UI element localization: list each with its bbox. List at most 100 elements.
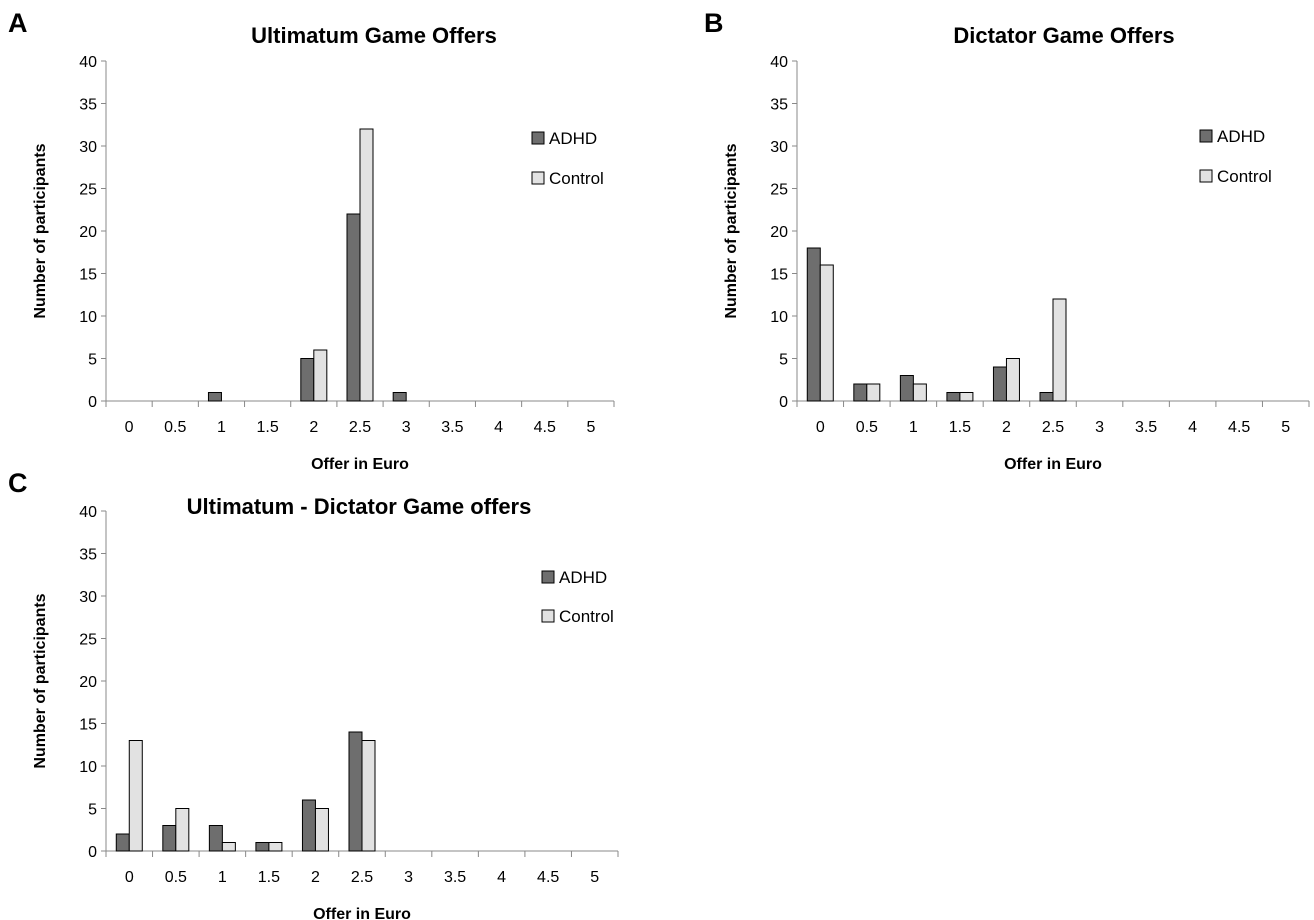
x-tick-label: 2: [1002, 419, 1011, 436]
legend-label-adhd: ADHD: [549, 129, 597, 148]
bar-control-0: [128, 740, 143, 852]
y-tick-label: 35: [79, 547, 97, 564]
x-tick-label: 3: [404, 869, 413, 886]
chart-title: Ultimatum - Dictator Game offers: [187, 494, 532, 519]
y-tick-label: 40: [79, 54, 97, 71]
x-tick-label: 2.5: [351, 869, 373, 886]
y-axis-label: Number of participants: [723, 143, 740, 318]
x-tick-label: 4.5: [537, 869, 559, 886]
legend-label-adhd: ADHD: [1217, 127, 1265, 146]
bar-adhd-2_5: [348, 731, 363, 852]
y-tick-label: 10: [79, 309, 97, 326]
x-tick-label: 3.5: [444, 869, 466, 886]
bar-adhd-1_5: [255, 842, 270, 852]
bar-adhd-1: [208, 825, 223, 852]
y-tick-label: 25: [770, 182, 788, 199]
legend-swatch-control: [1199, 169, 1213, 183]
legend-swatch-adhd: [1199, 129, 1213, 143]
legend-swatch-control: [541, 609, 555, 623]
y-tick-label: 30: [79, 139, 97, 156]
bar-control-1: [221, 842, 236, 852]
x-tick-label: 0.5: [165, 869, 187, 886]
bar-adhd-0: [115, 833, 130, 852]
x-tick-label: 2.5: [1042, 419, 1064, 436]
x-axis-label: Offer in Euro: [1004, 456, 1102, 473]
bar-control-0_5: [175, 808, 190, 852]
x-tick-label: 1: [217, 419, 226, 436]
bar-control-0: [819, 264, 834, 402]
x-tick-label: 4.5: [534, 419, 556, 436]
legend: ADHD Control: [531, 129, 604, 188]
bar-control-2: [314, 808, 329, 852]
chart-title: Dictator Game Offers: [953, 23, 1174, 48]
bar-control-2: [313, 349, 328, 402]
x-tick-label: 4: [1188, 419, 1197, 436]
y-tick-label: 0: [88, 844, 97, 861]
bar-adhd-2_5: [1039, 392, 1054, 402]
bar-adhd-2: [301, 799, 316, 852]
legend: ADHD Control: [541, 568, 614, 626]
x-tick-label: 5: [590, 869, 599, 886]
bar-adhd-0_5: [853, 383, 868, 402]
x-tick-label: 1.5: [257, 419, 279, 436]
bar-control-1_5: [268, 842, 283, 852]
x-tick-label: 0.5: [164, 419, 186, 436]
bar-control-2_5: [359, 128, 374, 402]
y-tick-label: 15: [79, 717, 97, 734]
y-tick-label: 0: [779, 394, 788, 411]
x-tick-label: 1: [909, 419, 918, 436]
y-tick-label: 15: [79, 267, 97, 284]
x-tick-label: 3: [1095, 419, 1104, 436]
bar-adhd-1: [899, 375, 914, 402]
bar-adhd-2: [300, 358, 315, 402]
bar-adhd-0: [806, 247, 821, 402]
y-tick-label: 35: [79, 97, 97, 114]
y-tick-label: 5: [88, 802, 97, 819]
y-tick-label: 5: [88, 352, 97, 369]
x-tick-label: 3: [402, 419, 411, 436]
x-axis-label: Offer in Euro: [313, 906, 411, 920]
y-tick-label: 0: [88, 394, 97, 411]
x-tick-label: 2.5: [349, 419, 371, 436]
y-tick-label: 20: [79, 224, 97, 241]
legend-label-control: Control: [549, 169, 604, 188]
legend-swatch-adhd: [531, 131, 545, 145]
legend: ADHD Control: [1199, 127, 1272, 186]
y-tick-label: 20: [79, 674, 97, 691]
panel-letter: A: [8, 8, 28, 38]
bar-control-2_5: [1052, 298, 1067, 402]
bar-control-1: [912, 383, 927, 402]
x-tick-label: 0: [816, 419, 825, 436]
x-tick-label: 1.5: [949, 419, 971, 436]
y-axis-label: Number of participants: [32, 593, 49, 768]
x-tick-label: 4: [497, 869, 506, 886]
bar-adhd-2: [992, 366, 1007, 402]
x-tick-label: 3.5: [441, 419, 463, 436]
legend-label-control: Control: [1217, 167, 1272, 186]
y-tick-label: 40: [770, 54, 788, 71]
y-tick-label: 10: [79, 759, 97, 776]
y-tick-label: 20: [770, 224, 788, 241]
bar-adhd-1: [207, 392, 222, 402]
legend-label-control: Control: [559, 607, 614, 626]
bar-adhd-2_5: [346, 213, 361, 402]
bar-control-2_5: [361, 740, 376, 852]
y-tick-label: 30: [79, 589, 97, 606]
bar-adhd-1_5: [946, 392, 961, 402]
x-tick-label: 3.5: [1135, 419, 1157, 436]
y-tick-label: 10: [770, 309, 788, 326]
y-tick-label: 5: [779, 352, 788, 369]
legend-swatch-adhd: [541, 570, 555, 584]
x-tick-label: 2: [311, 869, 320, 886]
bar-adhd-3: [392, 392, 407, 402]
y-tick-label: 25: [79, 182, 97, 199]
y-tick-label: 25: [79, 632, 97, 649]
y-axis-label: Number of participants: [32, 143, 49, 318]
x-tick-label: 2: [309, 419, 318, 436]
x-tick-label: 4.5: [1228, 419, 1250, 436]
x-tick-label: 4: [494, 419, 503, 436]
bar-control-0_5: [866, 383, 881, 402]
